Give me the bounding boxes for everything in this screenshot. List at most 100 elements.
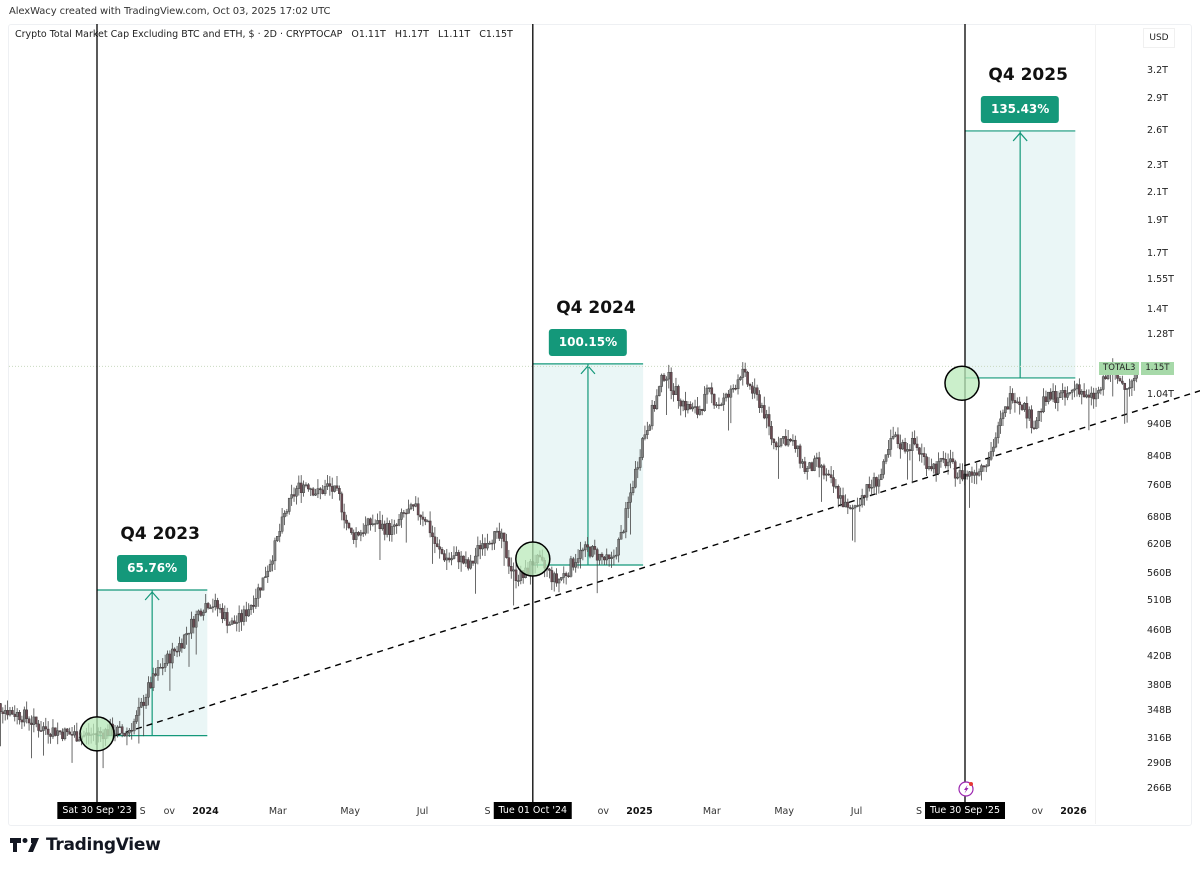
- candle-body: [817, 457, 821, 468]
- candle-body: [891, 435, 895, 439]
- symbol-legend: Crypto Total Market Cap Excluding BTC an…: [15, 29, 519, 40]
- candle-body: [450, 558, 453, 561]
- candle-body: [151, 673, 155, 688]
- candle-body: [691, 406, 694, 410]
- measure-arrow-head: [144, 591, 160, 601]
- candle-body: [1132, 377, 1136, 382]
- candle-body: [1004, 406, 1007, 414]
- candle-body: [199, 610, 203, 616]
- tradingview-brand[interactable]: TradingView: [10, 835, 161, 855]
- candle-body: [1087, 394, 1091, 398]
- candle-body: [739, 377, 742, 380]
- candle-body: [213, 600, 217, 608]
- time-tick-label: ov: [597, 806, 610, 817]
- candle-body: [144, 697, 148, 706]
- candle-body: [1121, 380, 1124, 384]
- candle-body: [815, 457, 819, 460]
- candle-body: [225, 612, 229, 626]
- candle-body: [588, 546, 592, 557]
- candle-body: [996, 425, 1000, 438]
- candle-body: [1058, 392, 1062, 399]
- candle-body: [624, 508, 628, 533]
- candle-body: [638, 457, 642, 468]
- candle-body: [583, 544, 587, 551]
- candle-body: [951, 458, 955, 462]
- symbol-description[interactable]: Crypto Total Market Cap Excluding BTC an…: [15, 29, 343, 40]
- candle-body: [908, 449, 912, 451]
- candle-body: [505, 541, 508, 558]
- candle-body: [49, 734, 52, 737]
- candle-body: [779, 438, 783, 447]
- candle-body: [662, 374, 666, 381]
- candle-body: [1061, 390, 1064, 394]
- candle-body: [910, 438, 914, 451]
- candle-body: [32, 716, 36, 725]
- time-tick-label: May: [340, 806, 360, 817]
- candle-body: [870, 487, 873, 489]
- candle-body: [934, 463, 938, 474]
- candle-body: [884, 454, 888, 462]
- price-tick-label: 560B: [1147, 568, 1172, 580]
- candle-body: [61, 731, 64, 740]
- candle-body: [459, 555, 463, 563]
- candle-body: [190, 618, 193, 634]
- candle-body: [949, 458, 952, 463]
- candle-body: [863, 495, 866, 498]
- candle-body: [404, 512, 408, 515]
- candle-body: [887, 449, 890, 455]
- candle-body: [767, 414, 771, 427]
- candle-body: [705, 387, 709, 395]
- candle-body: [445, 557, 449, 561]
- candle-body: [388, 523, 391, 535]
- time-tick-label: S: [139, 806, 146, 817]
- candle-body: [65, 728, 69, 733]
- candle-body: [856, 505, 859, 507]
- candle-body: [402, 512, 406, 514]
- candle-body: [135, 715, 138, 722]
- currency-selector[interactable]: USD: [1143, 28, 1175, 48]
- candle-body: [581, 549, 585, 552]
- candle-body: [946, 461, 950, 467]
- candle-body: [125, 732, 129, 737]
- candle-body: [187, 632, 191, 635]
- candle-body: [734, 388, 737, 390]
- candle-body: [968, 471, 971, 477]
- candle-body: [712, 393, 716, 406]
- candle-body: [798, 445, 802, 464]
- lightning-bolt-glyph: [964, 785, 969, 794]
- candle-body: [899, 443, 902, 450]
- candle-body: [643, 434, 647, 439]
- candle-body: [27, 718, 31, 724]
- candle-body: [197, 610, 200, 615]
- candle-body: [987, 459, 990, 467]
- candle-body: [285, 511, 289, 514]
- candle-body: [653, 404, 656, 409]
- price-tick-label: 2.6T: [1147, 124, 1168, 136]
- candle-body: [930, 466, 933, 470]
- candle-body: [278, 531, 282, 537]
- candle-body: [426, 520, 430, 523]
- candle-body: [868, 484, 871, 489]
- candle-body: [3, 710, 7, 714]
- candle-body: [672, 390, 675, 395]
- candle-body: [760, 405, 764, 408]
- candle-body: [502, 532, 506, 542]
- candle-body: [1068, 392, 1072, 394]
- candle-body: [1070, 389, 1074, 393]
- ohlc-high: H1.17T: [394, 29, 429, 40]
- ohlc-open: O1.11T: [351, 29, 386, 40]
- candle-body: [1013, 400, 1017, 404]
- candle-body: [412, 504, 415, 507]
- candle-body: [466, 559, 470, 569]
- candle-body: [206, 603, 210, 609]
- time-tick-label: Mar: [268, 806, 287, 817]
- price-tick-label: 840B: [1147, 451, 1172, 463]
- candle-body: [247, 609, 250, 617]
- candle-body: [438, 546, 441, 550]
- price-tick-label: 380B: [1147, 680, 1172, 692]
- candle-body: [350, 527, 353, 533]
- candle-body: [457, 552, 461, 563]
- candle-body: [323, 486, 327, 494]
- candle-body: [1039, 411, 1043, 413]
